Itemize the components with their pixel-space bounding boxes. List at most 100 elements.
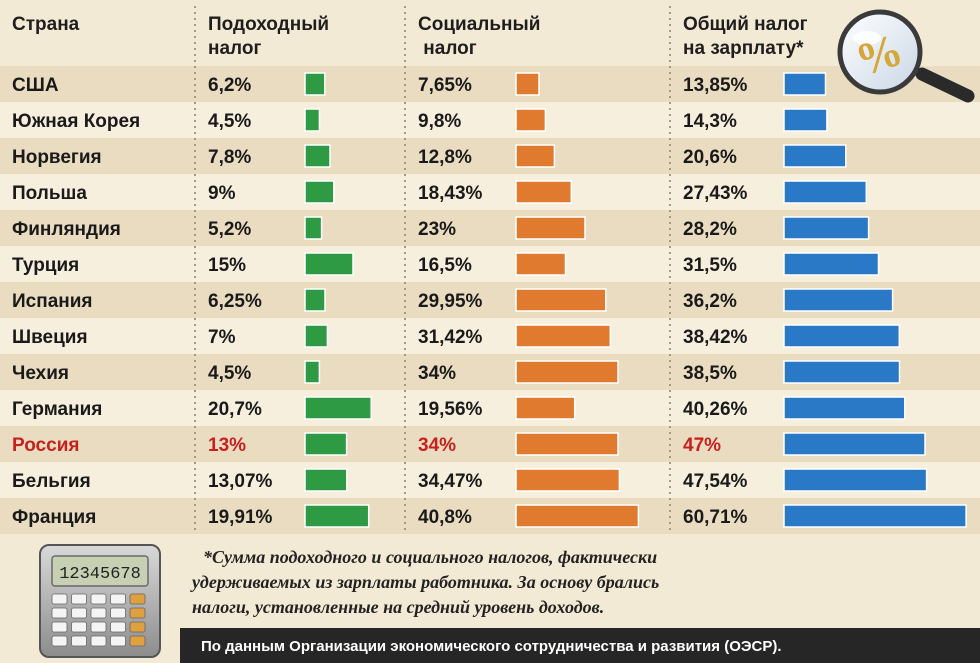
social-value-label: 23% (418, 219, 456, 240)
table-row: Россия 13% 34% 47% (12, 432, 926, 456)
total-value-label: 40,26% (683, 399, 748, 420)
total-bar (783, 360, 901, 384)
header-income-line2: налог (208, 38, 261, 59)
header-total-line2: на зарплату* (683, 38, 804, 59)
income-bar (304, 108, 321, 132)
source-bar (180, 628, 980, 663)
income-bar (304, 144, 331, 168)
total-bar (783, 216, 870, 240)
footnote-line-3: налоги, установленные на средний уровень… (192, 597, 604, 617)
income-bar (304, 396, 372, 420)
social-bar (515, 252, 567, 276)
header-country: Страна (12, 14, 80, 35)
income-value-label: 19,91% (208, 507, 273, 528)
table-row: Бельгия 13,07% 34,47% 47,54% (12, 468, 928, 492)
social-bar (515, 72, 540, 96)
table-row: Норвегия 7,8% 12,8% 20,6% (12, 144, 847, 168)
table-row: Финляндия 5,2% 23% 28,2% (12, 216, 870, 240)
total-value-label: 47,54% (683, 471, 748, 492)
country-label: Финляндия (12, 219, 121, 240)
table-row: Швеция 7% 31,42% 38,42% (12, 324, 901, 348)
calculator-key (71, 635, 87, 647)
social-bar (515, 288, 607, 312)
calculator-key (71, 593, 87, 605)
income-bar (304, 252, 354, 276)
calculator-key (90, 635, 107, 647)
country-label: Чехия (12, 363, 69, 384)
total-value-label: 38,42% (683, 327, 748, 348)
table-row: Чехия 4,5% 34% 38,5% (12, 360, 901, 384)
social-value-label: 34,47% (418, 471, 483, 492)
calculator-key (71, 607, 87, 619)
calculator-key (90, 607, 107, 619)
social-value-label: 34% (418, 363, 456, 384)
country-label: США (12, 75, 59, 96)
country-label: Франция (12, 507, 96, 528)
header-total-line1: Общий налог (683, 14, 808, 35)
magnifier-percent-icon: % (837, 9, 975, 103)
social-bar (515, 144, 556, 168)
total-value-label: 14,3% (683, 111, 737, 132)
column-dividers (194, 6, 671, 534)
total-bar (783, 324, 901, 348)
footnote-line-1: *Сумма подоходного и социального налогов… (203, 547, 657, 567)
table-row: Франция 19,91% 40,8% 60,71% (12, 504, 967, 528)
row-bands (0, 66, 980, 534)
header-social-line1: Социальный (418, 14, 540, 35)
country-label: Испания (12, 291, 93, 312)
calculator-key (51, 635, 68, 647)
social-bar (515, 324, 612, 348)
total-value-label: 27,43% (683, 183, 748, 204)
social-bar (515, 432, 619, 456)
calculator-key (51, 621, 68, 633)
table-row: Турция 15% 16,5% 31,5% (12, 252, 880, 276)
total-bar (783, 468, 928, 492)
social-value-label: 9,8% (418, 111, 461, 132)
social-value-label: 31,42% (418, 327, 483, 348)
footnote: *Сумма подоходного и социального налогов… (190, 547, 659, 617)
country-label: Россия (12, 435, 79, 456)
calculator-key (51, 593, 68, 605)
calculator-icon: 12345678 (39, 544, 161, 658)
income-value-label: 5,2% (208, 219, 251, 240)
footnote-line-2: удерживаемых из зарплаты работника. За о… (190, 572, 659, 592)
income-bar (304, 324, 329, 348)
total-value-label: 20,6% (683, 147, 737, 168)
calculator-key (110, 621, 126, 633)
income-value-label: 6,2% (208, 75, 251, 96)
calculator-key (90, 593, 107, 605)
total-bar (783, 72, 827, 96)
header-social-line2: налог (418, 38, 477, 59)
calculator-key (90, 621, 107, 633)
calculator-key (129, 635, 146, 647)
income-value-label: 20,7% (208, 399, 262, 420)
income-bar (304, 288, 326, 312)
income-bar (304, 180, 335, 204)
country-label: Бельгия (12, 471, 91, 492)
income-value-label: 13% (208, 435, 246, 456)
social-value-label: 34% (418, 435, 456, 456)
calculator-key (129, 607, 146, 619)
total-value-label: 13,85% (683, 75, 748, 96)
social-value-label: 29,95% (418, 291, 483, 312)
social-value-label: 18,43% (418, 183, 483, 204)
country-label: Польша (12, 183, 87, 204)
total-bar (783, 180, 868, 204)
income-bar (304, 468, 348, 492)
total-bar (783, 504, 967, 528)
calculator-key (129, 621, 146, 633)
table-row: Южная Корея 4,5% 9,8% 14,3% (12, 108, 828, 132)
calculator-key (129, 593, 146, 605)
calculator-key (110, 607, 126, 619)
total-bar (783, 252, 880, 276)
calculator-display: 12345678 (59, 565, 141, 584)
table-row: Испания 6,25% 29,95% 36,2% (12, 288, 894, 312)
total-bar (783, 108, 828, 132)
social-value-label: 40,8% (418, 507, 472, 528)
total-value-label: 38,5% (683, 363, 737, 384)
total-value-label: 28,2% (683, 219, 737, 240)
header-row: Страна Подоходный налог Социальный налог… (12, 14, 808, 59)
total-bar (783, 432, 926, 456)
social-bar (515, 216, 586, 240)
